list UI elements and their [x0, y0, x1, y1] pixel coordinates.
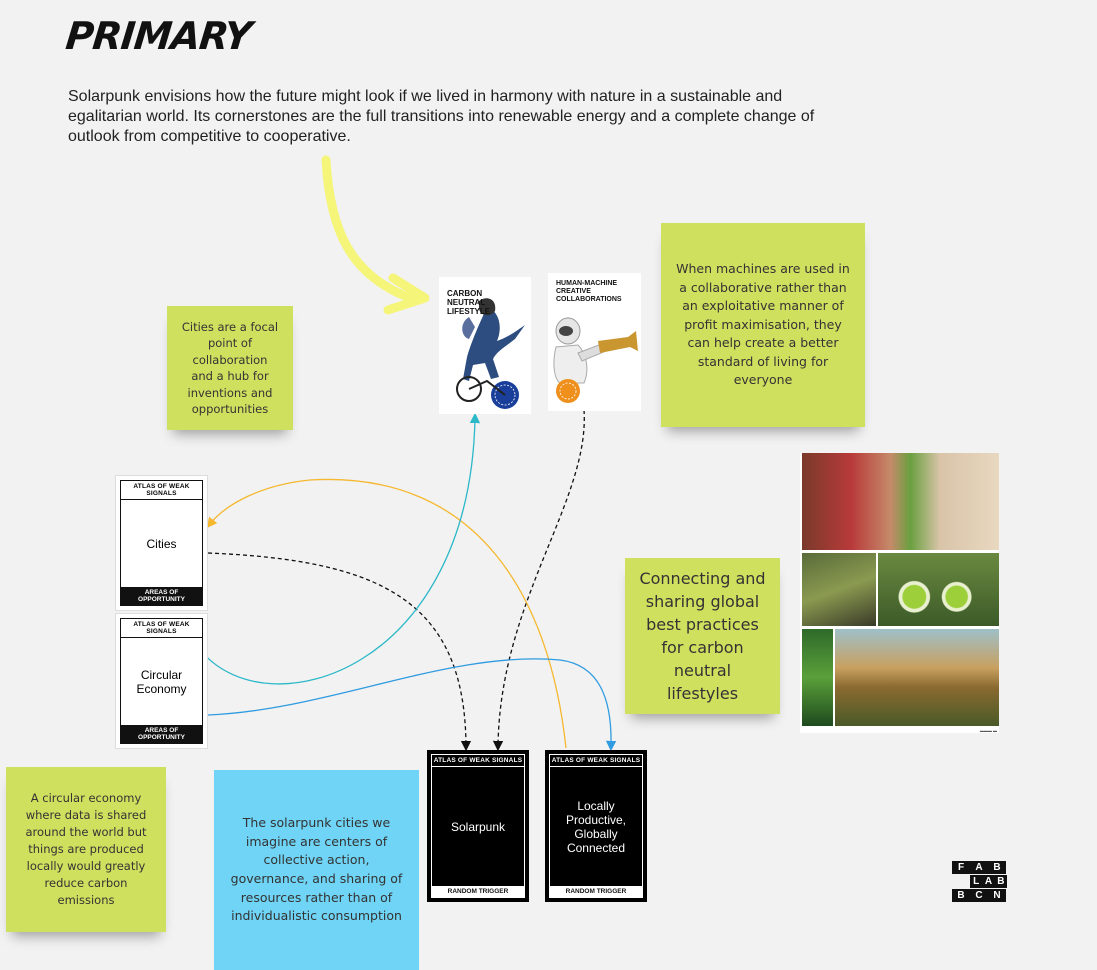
logo-letter: A — [982, 875, 995, 888]
image-collage[interactable]: ▬▬▬ ▬ — [800, 453, 999, 733]
orange-connector — [206, 478, 567, 749]
sticky-circular-text: A circular economy where data is shared … — [25, 791, 147, 907]
sticky-note-machines[interactable]: When machines are used in a collaborativ… — [661, 223, 865, 427]
sticky-note-connecting[interactable]: Connecting and sharing global best pract… — [625, 558, 780, 714]
card-circular-footer: AREAS OF OPPORTUNITY — [121, 725, 202, 743]
card-solarpunk[interactable]: ATLAS OF WEAK SIGNALS Solarpunk RANDOM T… — [427, 750, 529, 902]
intro-text: Solarpunk envisions how the future might… — [68, 88, 815, 145]
dashed-connector-human-machine — [492, 409, 585, 752]
logo-letter: F — [952, 861, 970, 874]
card-solarpunk-header: ATLAS OF WEAK SIGNALS — [432, 755, 524, 767]
human-machine-poster-title: HUMAN-MACHINE CREATIVE COLLABORATIONS — [556, 280, 622, 303]
card-cities-header: ATLAS OF WEAK SIGNALS — [121, 481, 202, 500]
logo-letter: C — [970, 889, 988, 902]
collage-photo-woman-bottle — [802, 453, 999, 550]
card-local-footer: RANDOM TRIGGER — [550, 886, 642, 897]
logo-letter: B — [994, 875, 1007, 888]
sticky-note-solarpunk-cities[interactable]: The solarpunk cities we imagine are cent… — [214, 770, 419, 970]
card-cities-label: Cities — [146, 536, 177, 551]
yellow-arrow — [321, 155, 415, 303]
card-cities[interactable]: ATLAS OF WEAK SIGNALS Cities AREAS OF OP… — [115, 475, 208, 611]
sticky-note-cities[interactable]: Cities are a focal point of collaboratio… — [167, 306, 293, 430]
logo-letter: B — [952, 889, 970, 902]
dashed-connector-cities — [207, 552, 472, 752]
card-local-label: Locally Productive, Globally Connected — [565, 798, 627, 855]
card-circular-label: Circular Economy — [136, 667, 187, 696]
card-locally-productive[interactable]: ATLAS OF WEAK SIGNALS Locally Productive… — [545, 750, 647, 902]
robot-trumpet-illustration — [553, 317, 638, 403]
logo-letter: N — [988, 889, 1006, 902]
logo-letter: B — [988, 861, 1006, 874]
card-solarpunk-footer: RANDOM TRIGGER — [432, 886, 524, 897]
card-circular-economy[interactable]: ATLAS OF WEAK SIGNALS Circular Economy A… — [115, 613, 208, 749]
collage-photo-green-wall — [802, 629, 833, 726]
human-machine-poster[interactable]: HUMAN-MACHINE CREATIVE COLLABORATIONS — [548, 273, 641, 411]
card-solarpunk-label: Solarpunk — [450, 819, 506, 834]
card-circular-header: ATLAS OF WEAK SIGNALS — [121, 619, 202, 638]
sticky-cities-text: Cities are a focal point of collaboratio… — [181, 319, 279, 417]
carbon-poster-title: CARBON NEUTRAL LIFESTYLE — [447, 289, 491, 316]
card-cities-footer: AREAS OF OPPORTUNITY — [121, 587, 202, 605]
collage-photo-solarpunk-city — [835, 629, 999, 726]
teal-connector — [201, 412, 481, 685]
yellow-arrow-head — [383, 273, 430, 315]
logo-letter: A — [970, 861, 988, 874]
blue-connector — [207, 658, 617, 752]
sticky-solarpunk-cities-text: The solarpunk cities we imagine are cent… — [230, 815, 403, 924]
logo-letter: L — [970, 875, 983, 888]
carbon-neutral-poster[interactable]: CARBON NEUTRAL LIFESTYLE — [439, 277, 531, 414]
sticky-connecting-text: Connecting and sharing global best pract… — [639, 569, 766, 703]
sticky-note-circular[interactable]: A circular economy where data is shared … — [6, 767, 166, 932]
card-local-header: ATLAS OF WEAK SIGNALS — [550, 755, 642, 767]
cyclist-illustration — [456, 298, 525, 409]
collage-credit: ▬▬▬ ▬ — [979, 728, 997, 733]
collage-photo-leaf-bicycle — [878, 553, 999, 626]
page-title: PRIMARY — [63, 14, 254, 58]
sticky-machines-text: When machines are used in a collaborativ… — [676, 260, 850, 388]
collage-photo-children-plants — [802, 553, 876, 626]
